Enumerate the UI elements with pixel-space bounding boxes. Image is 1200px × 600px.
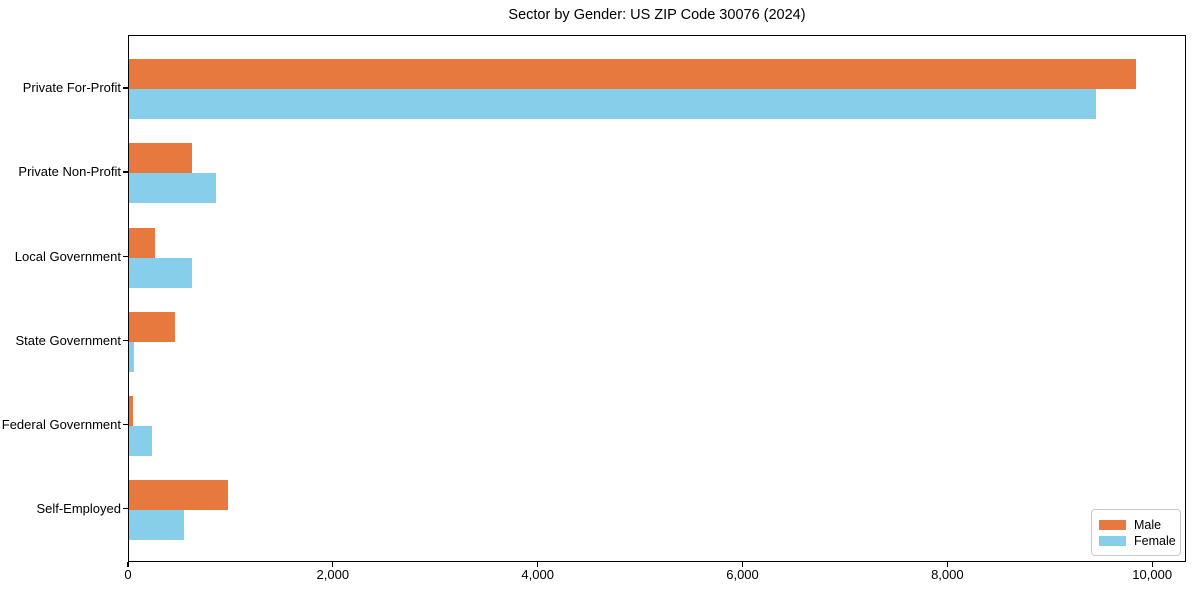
chart-title: Sector by Gender: US ZIP Code 30076 (202… bbox=[508, 7, 806, 23]
bar-female-self-employed bbox=[129, 509, 184, 540]
legend-swatch-female bbox=[1099, 535, 1126, 546]
y-axis-label-self-employed: Self-Employed bbox=[36, 500, 121, 516]
x-axis-tick-label: 8,000 bbox=[931, 567, 964, 582]
x-tick-mark bbox=[946, 562, 948, 567]
legend-swatch-male bbox=[1099, 519, 1126, 530]
y-axis-label-federal-government: Federal Government bbox=[1, 416, 121, 432]
y-tick-mark bbox=[123, 339, 128, 342]
legend-entry-female: Female bbox=[1099, 533, 1176, 548]
x-axis-tick-label: 4,000 bbox=[521, 567, 554, 582]
y-axis-label-private-non-profit: Private Non-Profit bbox=[18, 164, 121, 179]
x-tick-mark bbox=[537, 562, 539, 567]
y-axis-label-local-government: Local Government bbox=[14, 248, 121, 264]
y-axis-label-private-for-profit: Private For-Profit bbox=[22, 80, 121, 95]
x-axis-tick-label: 6,000 bbox=[726, 567, 759, 582]
bar-female-private-non-profit bbox=[129, 173, 217, 203]
bar-female-private-for-profit bbox=[129, 89, 1097, 119]
y-tick-mark bbox=[123, 423, 128, 426]
x-axis-tick-label: 10,000 bbox=[1132, 567, 1173, 582]
bar-female-state-government bbox=[129, 341, 135, 372]
x-tick-mark bbox=[332, 562, 334, 567]
y-tick-mark bbox=[123, 507, 128, 510]
bar-female-federal-government bbox=[129, 425, 152, 456]
bar-male-state-government bbox=[129, 311, 176, 342]
bar-female-local-government bbox=[129, 257, 192, 288]
y-tick-mark bbox=[123, 87, 128, 89]
x-tick-mark bbox=[1151, 562, 1153, 567]
bar-male-self-employed bbox=[129, 479, 228, 510]
y-tick-mark bbox=[123, 255, 128, 258]
x-tick-mark bbox=[127, 562, 129, 567]
y-axis-label-state-government: State Government bbox=[15, 332, 122, 348]
y-tick-mark bbox=[123, 171, 128, 173]
x-axis-tick-label: 0 bbox=[124, 567, 132, 582]
bar-male-private-for-profit bbox=[129, 59, 1136, 89]
bar-male-local-government bbox=[129, 227, 156, 258]
legend-label-male: Male bbox=[1134, 517, 1162, 532]
bar-male-private-non-profit bbox=[129, 143, 192, 173]
x-axis-tick-label: 2,000 bbox=[316, 567, 350, 582]
legend: Male Female bbox=[1091, 509, 1181, 556]
x-tick-mark bbox=[741, 562, 744, 567]
bar-male-federal-government bbox=[129, 395, 134, 426]
legend-label-female: Female bbox=[1134, 533, 1176, 548]
legend-entry-male: Male bbox=[1099, 517, 1172, 532]
plot-area bbox=[128, 35, 1186, 562]
